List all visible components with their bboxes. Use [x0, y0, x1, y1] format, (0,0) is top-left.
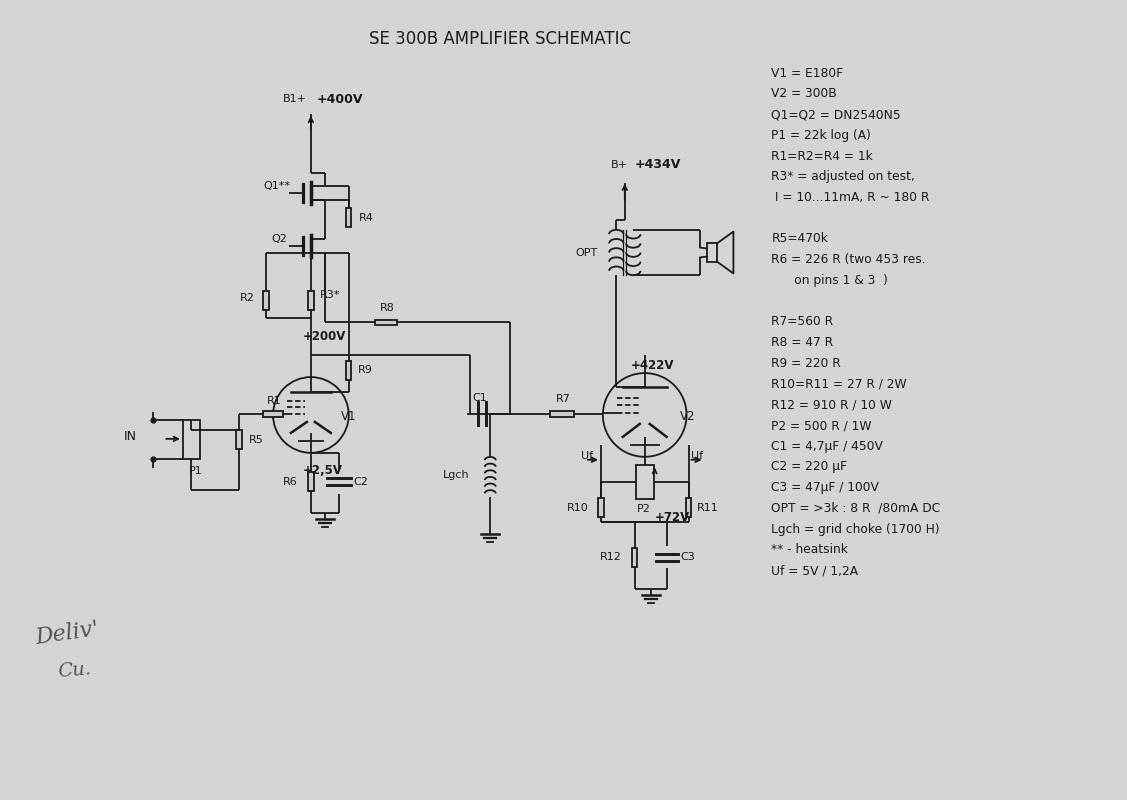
Text: C1: C1 [472, 393, 487, 403]
Text: Uf: Uf [580, 451, 593, 461]
Text: C3: C3 [681, 553, 695, 562]
Bar [598, 498, 604, 517]
Text: R1=R2=R4 = 1k: R1=R2=R4 = 1k [771, 150, 873, 162]
Bar [308, 291, 313, 310]
Text: P2: P2 [637, 504, 650, 514]
Text: R1: R1 [267, 396, 282, 406]
Text: C3 = 47μF / 100V: C3 = 47μF / 100V [771, 481, 879, 494]
Text: R7: R7 [556, 394, 571, 404]
Text: +2,5V: +2,5V [303, 464, 343, 478]
Text: Q1=Q2 = DN2540N5: Q1=Q2 = DN2540N5 [771, 108, 900, 121]
Text: R5: R5 [249, 435, 264, 445]
Bar [632, 548, 638, 567]
Text: R7=560 R: R7=560 R [771, 315, 833, 328]
Text: R4: R4 [358, 213, 373, 222]
Bar [308, 472, 313, 491]
Bar [708, 243, 718, 262]
Bar [183, 421, 199, 459]
Text: C2: C2 [354, 477, 369, 486]
Text: +72V: +72V [655, 510, 690, 523]
Text: V1 = E180F: V1 = E180F [771, 66, 843, 80]
Text: P1 = 22k log (A): P1 = 22k log (A) [771, 129, 871, 142]
Bar [346, 361, 352, 379]
Text: Uf = 5V / 1,2A: Uf = 5V / 1,2A [771, 564, 859, 577]
Text: R10=R11 = 27 R / 2W: R10=R11 = 27 R / 2W [771, 378, 907, 390]
Bar [686, 498, 691, 517]
Text: +400V: +400V [317, 93, 363, 106]
Text: Cu.: Cu. [56, 660, 91, 681]
Text: C2 = 220 μF: C2 = 220 μF [771, 461, 848, 474]
Text: R6 = 226 R (two 453 res.: R6 = 226 R (two 453 res. [771, 253, 926, 266]
Text: Deliv': Deliv' [34, 618, 100, 649]
Text: V2: V2 [680, 410, 695, 423]
Text: R3*: R3* [320, 290, 340, 300]
Text: V2 = 300B: V2 = 300B [771, 87, 837, 100]
Text: R9: R9 [357, 365, 373, 375]
Text: R3* = adjusted on test,: R3* = adjusted on test, [771, 170, 915, 183]
Text: R12 = 910 R / 10 W: R12 = 910 R / 10 W [771, 398, 893, 411]
Text: SE 300B AMPLIFIER SCHEMATIC: SE 300B AMPLIFIER SCHEMATIC [370, 30, 631, 48]
Text: R10: R10 [567, 502, 588, 513]
Text: R12: R12 [600, 553, 622, 562]
Bar [374, 319, 397, 325]
Text: Lgch: Lgch [443, 470, 469, 480]
Text: B1+: B1+ [283, 94, 307, 104]
Bar [346, 208, 352, 227]
Text: R6: R6 [283, 477, 298, 486]
Bar [263, 411, 283, 417]
Text: on pins 1 & 3  ): on pins 1 & 3 ) [771, 274, 888, 287]
Bar [264, 291, 268, 310]
Text: Q1**: Q1** [263, 181, 290, 190]
Text: +422V: +422V [631, 358, 674, 372]
Text: I = 10...11mA, R ~ 180 R: I = 10...11mA, R ~ 180 R [771, 191, 930, 204]
Text: R8: R8 [380, 303, 394, 314]
Text: OPT: OPT [575, 247, 597, 258]
Text: +434V: +434V [635, 158, 681, 171]
Text: R9 = 220 R: R9 = 220 R [771, 357, 841, 370]
Text: IN: IN [124, 430, 136, 443]
Text: Q2: Q2 [270, 234, 287, 243]
Text: R11: R11 [696, 502, 718, 513]
Text: P1: P1 [189, 466, 203, 476]
Text: R2: R2 [240, 294, 255, 303]
Text: R8 = 47 R: R8 = 47 R [771, 336, 833, 349]
Text: OPT = >3k : 8 R  /80mA DC: OPT = >3k : 8 R /80mA DC [771, 502, 941, 515]
Text: R5=470k: R5=470k [771, 233, 828, 246]
Bar [237, 430, 242, 450]
Text: ** - heatsink: ** - heatsink [771, 543, 849, 556]
Text: Lgch = grid choke (1700 H): Lgch = grid choke (1700 H) [771, 522, 940, 536]
Bar [636, 465, 654, 498]
Text: Uf: Uf [691, 451, 702, 461]
Text: C1 = 4,7μF / 450V: C1 = 4,7μF / 450V [771, 440, 884, 453]
Text: V1: V1 [340, 410, 356, 423]
Bar [550, 411, 574, 417]
Text: P2 = 500 R / 1W: P2 = 500 R / 1W [771, 419, 872, 432]
Text: +200V: +200V [303, 330, 346, 342]
Text: B+: B+ [611, 160, 628, 170]
